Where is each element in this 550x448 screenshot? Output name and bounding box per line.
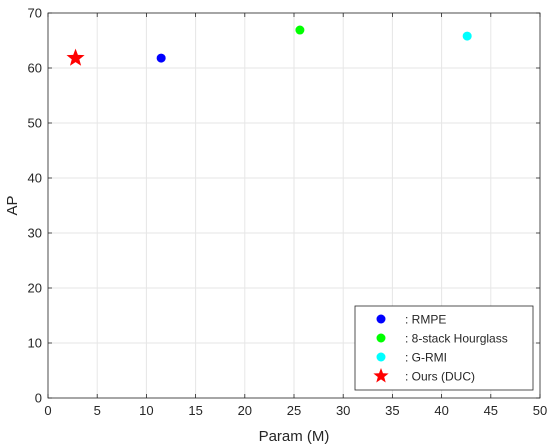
data-points [66, 25, 472, 66]
legend-marker [376, 352, 386, 362]
data-point [66, 48, 85, 66]
x-tick-label: 10 [139, 403, 153, 418]
legend-marker [376, 314, 386, 324]
y-tick-label: 60 [28, 61, 42, 76]
x-tick-label: 25 [287, 403, 301, 418]
x-tick-label: 35 [385, 403, 399, 418]
y-tick-label: 20 [28, 281, 42, 296]
data-point [462, 31, 472, 41]
x-tick-label: 40 [434, 403, 448, 418]
y-axis-title: AP [4, 195, 21, 215]
x-axis-ticks: 0 5 10 15 20 25 30 35 40 45 50 [44, 13, 547, 418]
legend-label: : Ours (DUC) [405, 370, 475, 384]
y-tick-label: 70 [28, 6, 42, 21]
data-point [295, 25, 305, 35]
x-tick-label: 45 [484, 403, 498, 418]
y-axis-ticks: 0 10 20 30 40 50 60 70 [28, 6, 540, 406]
data-point [156, 53, 166, 63]
y-tick-label: 50 [28, 116, 42, 131]
y-tick-label: 0 [35, 391, 42, 406]
legend-marker [376, 333, 386, 343]
x-tick-label: 15 [188, 403, 202, 418]
legend-label: : RMPE [405, 313, 446, 327]
x-tick-label: 5 [94, 403, 101, 418]
x-axis-title: Param (M) [259, 428, 330, 445]
x-tick-label: 0 [44, 403, 51, 418]
y-tick-label: 40 [28, 171, 42, 186]
legend-label: : 8-stack Hourglass [405, 332, 508, 346]
x-tick-label: 30 [336, 403, 350, 418]
x-tick-label: 20 [238, 403, 252, 418]
legend: : RMPE : 8-stack Hourglass : G-RMI : Ours (… [354, 305, 534, 391]
x-tick-label: 50 [533, 403, 547, 418]
y-tick-label: 30 [28, 226, 42, 241]
y-tick-label: 10 [28, 336, 42, 351]
legend-marker [373, 368, 389, 383]
legend-label: : G-RMI [405, 351, 447, 365]
